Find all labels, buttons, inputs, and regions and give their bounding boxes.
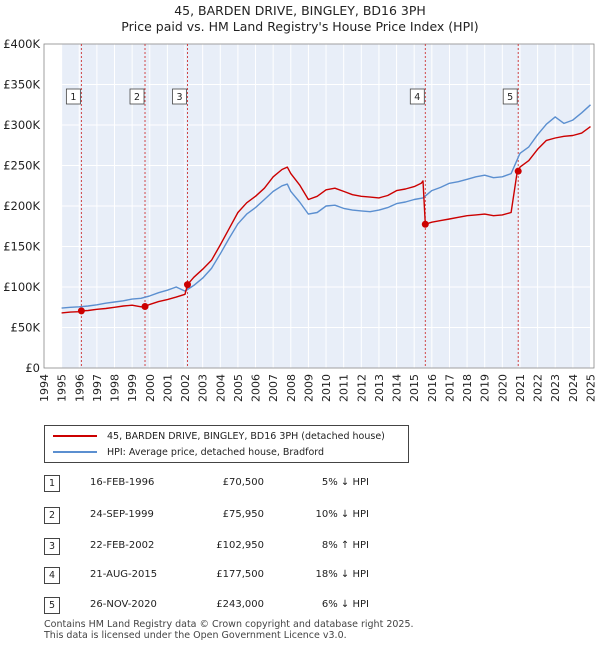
price-chart: £0 £50K £100K £150K £200K £250K £300K £350K £400… (3, 37, 597, 402)
y-tick-label: £0 (25, 361, 40, 375)
y-tick-label: £300K (3, 118, 40, 132)
footer-attribution: Contains HM Land Registry data © Crown c… (44, 619, 414, 641)
sale-price: £177,500 (216, 569, 264, 580)
sale-price: £243,000 (216, 599, 264, 610)
sale-label-number: 2 (134, 92, 140, 103)
sale-date: 21-AUG-2015 (90, 569, 158, 580)
x-tick-label: 1998 (109, 374, 122, 402)
title-line-2: Price paid vs. HM Land Registry's House … (121, 19, 479, 34)
x-tick-label: 2017 (443, 374, 456, 402)
sale-label-box (65, 88, 81, 105)
sale-row: 5 26-NOV-2020 £243,000 6% ↓ HPI (44, 597, 444, 615)
x-tick-label: 2010 (320, 374, 333, 402)
x-tick-label: 2004 (214, 374, 227, 402)
x-tick-label: 2021 (514, 374, 527, 402)
x-tick-label: 2007 (267, 374, 280, 402)
footer-line-1: Contains HM Land Registry data © Crown c… (44, 619, 414, 630)
sale-date: 16-FEB-1996 (90, 477, 155, 488)
x-tick-label: 2001 (161, 374, 174, 402)
sale-point (421, 220, 429, 228)
sale-number-badge: 2 (44, 507, 60, 524)
sale-label-number: 4 (414, 92, 420, 103)
legend-label-property: 45, BARDEN DRIVE, BINGLEY, BD16 3PH (det… (107, 430, 385, 442)
x-tick-label: 2008 (285, 374, 298, 402)
plot-frame (43, 43, 595, 369)
title-line-1: 45, BARDEN DRIVE, BINGLEY, BD16 3PH (174, 3, 426, 18)
footer-line-2: This data is licensed under the Open Gov… (44, 630, 347, 641)
sale-row: 4 21-AUG-2015 £177,500 18% ↓ HPI (44, 567, 444, 585)
sale-hpi-diff: 10% ↓ HPI (315, 509, 369, 520)
x-tick-label: 1997 (91, 374, 104, 402)
sale-point (77, 307, 85, 315)
legend-swatch-property (53, 435, 97, 437)
legend-label-hpi: HPI: Average price, detached house, Brad… (107, 446, 325, 458)
x-tick-label: 2006 (250, 374, 263, 402)
sale-hpi-diff: 5% ↓ HPI (321, 477, 369, 488)
sale-label-number: 3 (176, 92, 182, 103)
legend-item-property: 45, BARDEN DRIVE, BINGLEY, BD16 3PH (det… (53, 428, 385, 444)
legend-swatch-hpi (53, 451, 97, 453)
y-tick-label: £150K (3, 240, 40, 254)
sale-label-box (409, 88, 425, 105)
sale-label-number: 1 (70, 92, 76, 103)
sale-date: 22-FEB-2002 (90, 540, 155, 551)
chart-legend: 45, BARDEN DRIVE, BINGLEY, BD16 3PH (det… (44, 425, 409, 463)
series-line-hpi (61, 104, 591, 309)
x-tick-label: 2005 (232, 374, 245, 402)
sale-number-badge: 1 (44, 475, 60, 492)
x-tick-label: 2013 (373, 374, 386, 402)
y-tick-label: £250K (3, 159, 40, 173)
sale-hpi-diff: 18% ↓ HPI (315, 569, 369, 580)
sale-hpi-diff: 6% ↓ HPI (321, 599, 369, 610)
legend-item-hpi: HPI: Average price, detached house, Brad… (53, 444, 324, 460)
x-tick-label: 2009 (302, 374, 315, 402)
x-tick-label: 1996 (73, 374, 86, 402)
x-tick-label: 2016 (426, 374, 439, 402)
x-tick-label: 2020 (496, 374, 509, 402)
sale-number-badge: 4 (44, 567, 60, 584)
x-tick-label: 2024 (567, 374, 580, 402)
sale-hpi-diff: 8% ↑ HPI (321, 540, 369, 551)
y-tick-label: £100K (3, 280, 40, 294)
sale-date: 24-SEP-1999 (90, 509, 154, 520)
x-tick-label: 1995 (56, 374, 69, 402)
y-tick-label: £50K (11, 321, 41, 335)
x-tick-label: 2011 (338, 374, 351, 402)
x-tick-label: 2022 (532, 374, 545, 402)
x-tick-label: 2014 (391, 374, 404, 402)
sale-label-box (172, 88, 187, 105)
chart-title: 45, BARDEN DRIVE, BINGLEY, BD16 3PH Pric… (0, 3, 600, 35)
x-tick-label: 2000 (144, 374, 157, 402)
x-tick-label: 2015 (408, 374, 421, 402)
y-tick-label: £200K (3, 199, 40, 213)
sale-number-badge: 3 (44, 538, 60, 555)
y-tick-label: £400K (3, 37, 40, 51)
sale-price: £75,950 (222, 509, 264, 520)
x-tick-label: 2019 (479, 374, 492, 402)
sale-label-number: 5 (507, 92, 513, 103)
sale-price: £70,500 (222, 477, 264, 488)
x-tick-label: 2018 (461, 374, 474, 402)
sale-point (141, 302, 149, 310)
sale-label-box (502, 88, 518, 105)
sale-number-badge: 5 (44, 597, 60, 614)
x-tick-label: 1999 (126, 374, 139, 402)
y-tick-label: £350K (3, 78, 40, 92)
x-tick-label: 2012 (355, 374, 368, 402)
x-tick-label: 1994 (38, 374, 51, 402)
sale-date: 26-NOV-2020 (90, 599, 157, 610)
sale-row: 1 16-FEB-1996 £70,500 5% ↓ HPI (44, 475, 444, 493)
sale-price: £102,950 (216, 540, 264, 551)
sale-point (183, 281, 191, 289)
x-tick-label: 2023 (549, 374, 562, 402)
sale-point (514, 167, 522, 175)
x-tick-label: 2002 (179, 374, 192, 402)
sale-row: 2 24-SEP-1999 £75,950 10% ↓ HPI (44, 507, 444, 525)
x-tick-label: 2025 (584, 374, 597, 402)
sale-row: 3 22-FEB-2002 £102,950 8% ↑ HPI (44, 538, 444, 556)
sale-label-box (129, 88, 145, 105)
x-tick-label: 2003 (197, 374, 210, 402)
